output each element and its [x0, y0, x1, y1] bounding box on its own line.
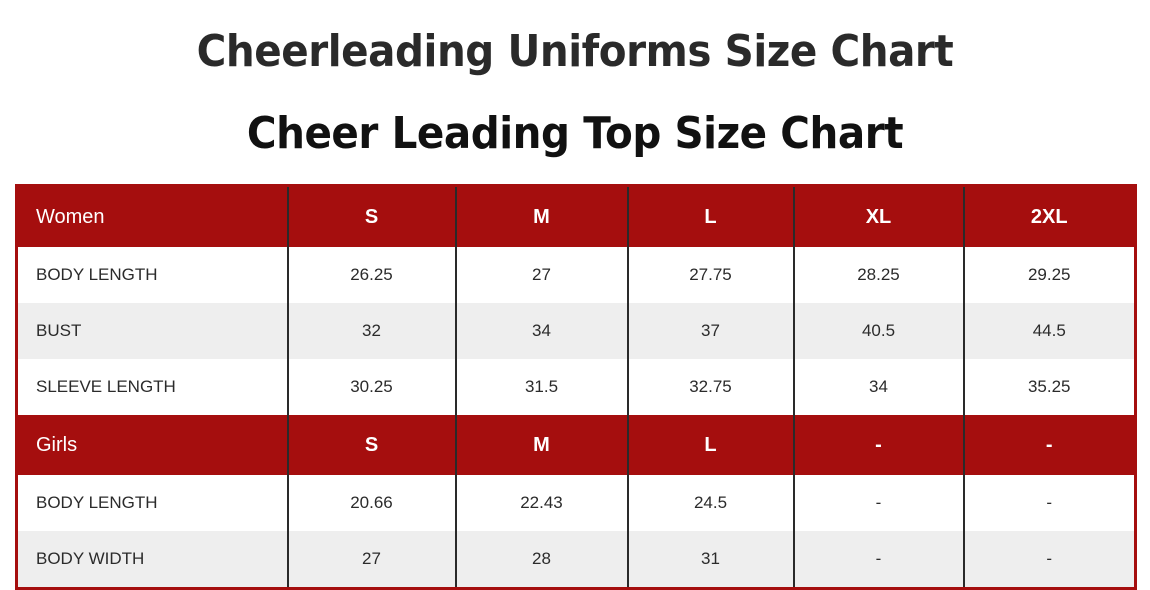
table-row: BUST 32 34 37 40.5 44.5 — [16, 303, 1136, 359]
measurement-label: BODY WIDTH — [16, 531, 288, 589]
table-cell: 30.25 — [286, 359, 456, 415]
table-cell: - — [792, 475, 964, 531]
table-cell: 29.25 — [962, 247, 1136, 303]
table-cell: 27.75 — [626, 247, 794, 303]
table-cell: 27 — [454, 247, 628, 303]
table-cell: - — [962, 475, 1136, 531]
size-column-header: S — [286, 185, 456, 247]
table-cell: 26.25 — [286, 247, 456, 303]
measurement-label: BODY LENGTH — [16, 247, 288, 303]
table-row: BODY LENGTH 20.66 22.43 24.5 - - — [16, 475, 1136, 531]
table-cell: 34 — [454, 303, 628, 359]
table-cell: 37 — [626, 303, 794, 359]
table-cell: 31 — [626, 531, 794, 589]
table-cell: - — [962, 531, 1136, 589]
table-cell: 44.5 — [962, 303, 1136, 359]
size-column-header: M — [454, 185, 628, 247]
table-row: BODY WIDTH 27 28 31 - - — [16, 531, 1136, 589]
size-chart-table: Women S M L XL 2XL BODY LENGTH 26.25 27 … — [15, 184, 1137, 590]
size-column-header: XL — [792, 185, 964, 247]
table-cell: 28 — [454, 531, 628, 589]
girls-header-row: Girls S M L - - — [16, 415, 1136, 475]
page-subtitle: Cheer Leading Top Size Chart — [246, 108, 904, 159]
size-column-header: S — [286, 415, 456, 475]
table-row: SLEEVE LENGTH 30.25 31.5 32.75 34 35.25 — [16, 359, 1136, 415]
women-section-label: Women — [16, 185, 288, 247]
table-cell: - — [792, 531, 964, 589]
measurement-label: SLEEVE LENGTH — [16, 359, 288, 415]
size-column-header: L — [626, 415, 794, 475]
size-column-header: L — [626, 185, 794, 247]
size-column-header: M — [454, 415, 628, 475]
women-header-row: Women S M L XL 2XL — [16, 185, 1136, 247]
table-cell: 28.25 — [792, 247, 964, 303]
table-cell: 20.66 — [286, 475, 456, 531]
table-cell: 24.5 — [626, 475, 794, 531]
table-cell: 32.75 — [626, 359, 794, 415]
page-title: Cheerleading Uniforms Size Chart — [196, 26, 954, 77]
measurement-label: BODY LENGTH — [16, 475, 288, 531]
table-cell: 22.43 — [454, 475, 628, 531]
table-cell: 31.5 — [454, 359, 628, 415]
size-column-header: - — [792, 415, 964, 475]
girls-section-label: Girls — [16, 415, 288, 475]
size-column-header: - — [962, 415, 1136, 475]
table-cell: 40.5 — [792, 303, 964, 359]
table-cell: 32 — [286, 303, 456, 359]
table-cell: 27 — [286, 531, 456, 589]
table-cell: 35.25 — [962, 359, 1136, 415]
table-cell: 34 — [792, 359, 964, 415]
table-row: BODY LENGTH 26.25 27 27.75 28.25 29.25 — [16, 247, 1136, 303]
measurement-label: BUST — [16, 303, 288, 359]
size-column-header: 2XL — [962, 185, 1136, 247]
